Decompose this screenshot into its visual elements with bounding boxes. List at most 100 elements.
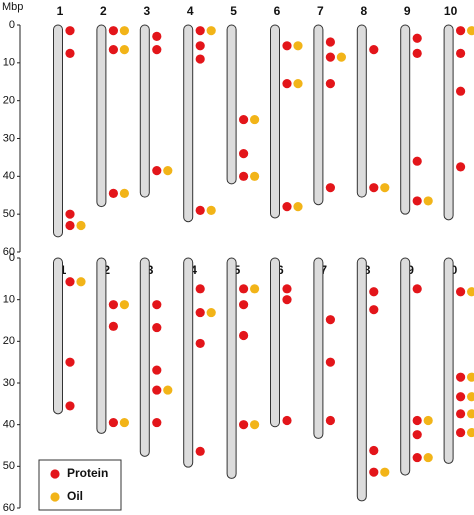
oil-marker xyxy=(206,307,216,318)
protein-marker xyxy=(412,284,422,294)
protein-marker xyxy=(65,220,75,231)
protein-marker xyxy=(108,417,118,428)
protein-marker xyxy=(412,430,422,440)
protein-marker xyxy=(239,171,249,181)
protein-marker xyxy=(195,54,205,64)
protein-marker xyxy=(456,372,466,382)
protein-marker xyxy=(369,445,379,456)
protein-marker xyxy=(412,452,422,463)
chromosome xyxy=(226,257,237,479)
legend-label: Protein xyxy=(67,466,108,480)
chromosome xyxy=(183,24,194,223)
chromosome-label: 2 xyxy=(100,4,107,18)
chromosome-label: 3 xyxy=(143,4,150,18)
protein-marker xyxy=(325,79,335,89)
chromosome-label: 7 xyxy=(317,4,324,18)
chromosome xyxy=(96,257,107,434)
protein-marker xyxy=(456,162,466,172)
oil-marker xyxy=(467,26,474,36)
oil-marker xyxy=(206,26,216,36)
oil-marker xyxy=(380,183,390,193)
oil-marker xyxy=(119,44,129,55)
protein-marker xyxy=(456,26,466,36)
chromosome-label: 4 xyxy=(187,4,194,18)
protein-marker xyxy=(412,196,422,206)
protein-marker xyxy=(152,322,162,333)
chromosome xyxy=(96,24,107,208)
oil-marker xyxy=(423,196,433,206)
protein-marker xyxy=(325,183,335,193)
protein-marker xyxy=(282,295,292,305)
protein-marker xyxy=(108,26,118,36)
protein-marker xyxy=(195,205,205,215)
chromosome-label: 1 xyxy=(57,4,64,18)
protein-marker xyxy=(152,44,162,55)
y-tick-label: 30 xyxy=(3,132,15,144)
oil-marker xyxy=(250,114,260,125)
protein-marker xyxy=(325,315,335,325)
oil-marker xyxy=(163,385,173,395)
y-axis-label: Mbp xyxy=(2,1,23,13)
chromosome xyxy=(53,257,63,415)
chromosome xyxy=(443,24,454,221)
protein-marker xyxy=(239,149,249,159)
protein-marker xyxy=(239,420,249,430)
oil-marker xyxy=(163,166,173,176)
protein-marker xyxy=(412,156,422,166)
oil-marker xyxy=(119,188,129,198)
protein-marker xyxy=(282,284,292,294)
oil-marker xyxy=(250,420,260,430)
chromosome xyxy=(400,257,411,476)
y-tick-label: 0 xyxy=(9,19,15,31)
protein-marker xyxy=(325,357,335,367)
oil-marker xyxy=(336,52,346,62)
protein-marker xyxy=(325,52,335,62)
protein-marker xyxy=(239,284,249,294)
protein-marker xyxy=(65,277,75,287)
y-tick-label: 10 xyxy=(3,294,15,306)
protein-marker xyxy=(65,401,75,411)
protein-marker xyxy=(412,33,422,43)
protein-marker xyxy=(282,202,292,212)
protein-marker xyxy=(369,183,379,193)
oil-marker xyxy=(467,427,474,438)
chromosome xyxy=(356,24,367,198)
protein-marker xyxy=(152,166,162,176)
y-tick-label: 20 xyxy=(3,95,15,107)
chromosome-label: 8 xyxy=(360,4,367,18)
oil-marker xyxy=(119,300,129,310)
oil-marker xyxy=(76,220,86,231)
protein-marker xyxy=(65,48,75,58)
chromosome-label: 6 xyxy=(274,4,281,18)
protein-marker xyxy=(152,385,162,395)
chromosome xyxy=(400,24,411,215)
protein-marker xyxy=(239,114,249,125)
protein-marker xyxy=(456,287,466,297)
oil-marker xyxy=(423,452,433,463)
chromosome xyxy=(270,24,280,219)
oil-marker xyxy=(119,26,129,36)
protein-marker xyxy=(108,188,118,198)
protein-marker xyxy=(456,86,466,96)
protein-marker xyxy=(195,284,205,294)
chromosome xyxy=(356,257,367,502)
oil-marker xyxy=(206,205,216,215)
protein-marker xyxy=(108,44,118,55)
protein-marker xyxy=(152,365,162,375)
protein-marker xyxy=(239,330,249,341)
protein-marker xyxy=(195,307,205,318)
y-tick-label: 50 xyxy=(3,460,15,472)
oil-marker xyxy=(293,202,303,212)
oil-marker xyxy=(467,372,474,382)
chromosome xyxy=(53,24,63,238)
protein-marker xyxy=(369,467,379,477)
oil-marker xyxy=(76,277,86,287)
protein-marker xyxy=(239,300,249,310)
protein-marker xyxy=(152,417,162,428)
chromosome xyxy=(443,257,454,464)
y-tick-label: 30 xyxy=(3,377,15,389)
y-tick-label: 10 xyxy=(3,57,15,69)
protein-marker xyxy=(412,415,422,426)
chromosome xyxy=(139,24,150,198)
protein-marker xyxy=(195,446,205,456)
